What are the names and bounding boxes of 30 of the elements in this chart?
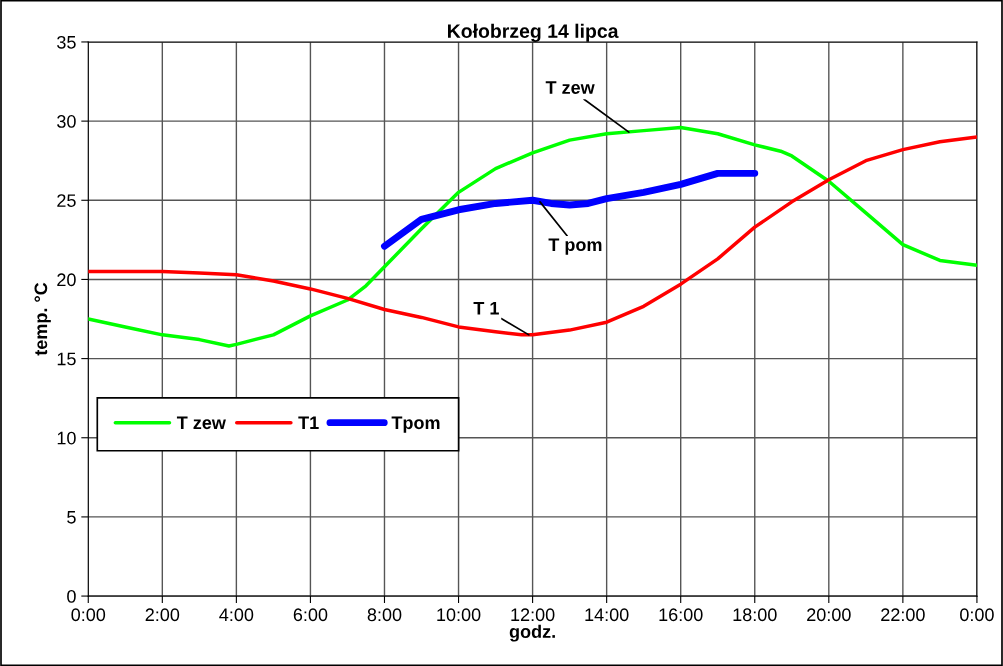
y-tick-label: 0 bbox=[67, 590, 76, 603]
x-tick-label: 12:00 bbox=[511, 608, 555, 622]
x-tick-label: 16:00 bbox=[659, 608, 703, 622]
y-tick-label: 30 bbox=[57, 115, 76, 128]
x-tick-label: 22:00 bbox=[881, 608, 925, 622]
y-tick-label: 35 bbox=[57, 35, 76, 49]
y-tick-label: 20 bbox=[57, 273, 76, 287]
y-axis-title: temp. °C bbox=[34, 282, 51, 356]
x-tick-label: 20:00 bbox=[807, 608, 851, 622]
x-tick-label: 8:00 bbox=[367, 608, 402, 622]
annotation: T zew bbox=[545, 81, 595, 94]
y-tick-label: 25 bbox=[57, 194, 76, 207]
x-tick-label: 0:00 bbox=[960, 608, 994, 622]
x-tick-label: 18:00 bbox=[733, 608, 777, 622]
y-tick-label: 15 bbox=[57, 352, 76, 366]
y-tick-label: 10 bbox=[57, 431, 76, 445]
x-tick-label: 10:00 bbox=[437, 608, 481, 622]
x-tick-label: 6:00 bbox=[293, 608, 328, 622]
x-tick-label: 4:00 bbox=[219, 608, 254, 622]
x-tick-label: 2:00 bbox=[145, 608, 180, 622]
legend-label: T zew bbox=[176, 416, 226, 430]
chart-title: Kołobrzeg 14 lipca bbox=[448, 23, 619, 42]
legend-label: Tpom bbox=[391, 416, 440, 433]
y-tick-label: 5 bbox=[67, 511, 76, 524]
x-tick-label: 0:00 bbox=[71, 608, 106, 622]
annotation: T 1 bbox=[473, 302, 499, 315]
x-tick-label: 14:00 bbox=[585, 608, 629, 622]
x-axis-title: godz. bbox=[509, 624, 555, 642]
legend-label: T1 bbox=[298, 416, 319, 429]
annotation: T pom bbox=[548, 238, 602, 255]
